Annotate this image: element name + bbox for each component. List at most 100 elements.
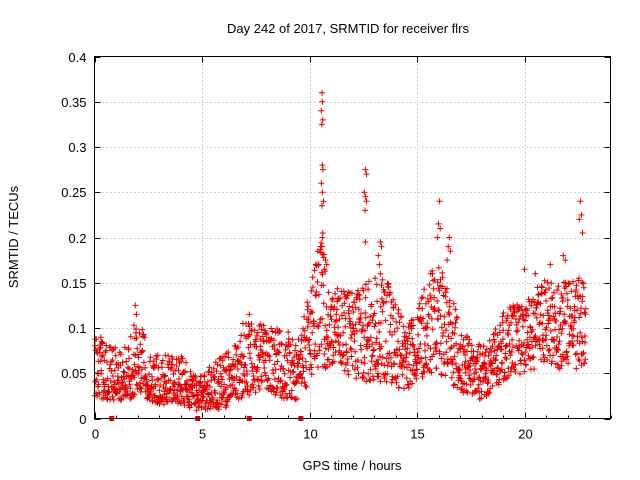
data-point [489, 383, 496, 389]
data-point [520, 339, 527, 346]
data-point [298, 380, 305, 387]
data-point [114, 373, 121, 380]
data-point [217, 362, 224, 369]
data-point [408, 325, 415, 332]
data-point [378, 282, 385, 289]
data-point [253, 343, 260, 350]
data-point [514, 327, 521, 334]
data-point [318, 239, 325, 246]
data-point [541, 358, 547, 365]
data-point [487, 385, 494, 392]
data-point [409, 335, 416, 342]
data-point [507, 306, 514, 313]
data-point [358, 346, 365, 353]
data-point [332, 290, 339, 297]
plot-frame [94, 56, 611, 419]
data-point [251, 327, 258, 334]
data-point [558, 330, 565, 337]
data-point [577, 198, 584, 205]
data-point [121, 344, 128, 351]
data-point [246, 311, 253, 318]
data-point [339, 342, 346, 348]
data-point [544, 307, 551, 314]
data-point [248, 360, 255, 367]
data-point [568, 288, 575, 295]
data-point [123, 358, 130, 365]
data-point [556, 326, 562, 333]
data-point [131, 391, 138, 398]
data-point [344, 356, 351, 362]
data-point [346, 315, 353, 322]
data-point [362, 281, 369, 288]
data-point [456, 372, 463, 379]
data-point [450, 300, 457, 307]
data-point [233, 373, 240, 380]
data-point [286, 349, 293, 356]
data-point [299, 374, 306, 381]
data-point [271, 376, 278, 383]
data-point [536, 341, 543, 348]
data-point [252, 338, 259, 345]
data-point [532, 310, 539, 317]
data-point [99, 339, 106, 346]
data-point [549, 294, 556, 301]
data-point [346, 303, 353, 310]
data-point [498, 346, 505, 353]
data-point [117, 351, 124, 358]
data-point [498, 366, 505, 373]
data-point [576, 216, 583, 223]
data-point [574, 307, 581, 314]
data-point [436, 287, 443, 294]
data-point [561, 311, 568, 318]
data-point [379, 308, 386, 315]
data-point [532, 270, 539, 277]
data-point [362, 294, 369, 301]
data-point [427, 292, 434, 299]
data-point [225, 349, 232, 356]
data-point [500, 327, 507, 334]
data-point [276, 328, 283, 335]
data-point [221, 389, 228, 396]
data-point [119, 359, 126, 366]
data-point [215, 403, 222, 410]
data-point [386, 350, 393, 357]
data-point [187, 368, 194, 375]
data-point [419, 374, 426, 380]
data-point [576, 357, 583, 364]
data-point [409, 367, 416, 374]
data-point [459, 343, 466, 350]
data-point [396, 319, 403, 326]
data-point [367, 366, 374, 373]
data-point [420, 315, 427, 322]
data-point [435, 264, 442, 271]
data-point [281, 370, 288, 377]
data-point [486, 390, 493, 396]
data-point [318, 180, 325, 187]
data-point [421, 286, 428, 293]
data-point [287, 341, 294, 348]
data-point [451, 353, 458, 360]
data-point [386, 359, 392, 366]
data-point [499, 319, 506, 326]
data-point [366, 278, 372, 285]
data-point [330, 344, 337, 351]
data-point [96, 349, 103, 356]
data-point [423, 332, 430, 339]
data-point [497, 346, 504, 352]
data-point [269, 328, 276, 335]
data-point [281, 386, 288, 393]
data-point [539, 345, 546, 352]
data-point [562, 257, 569, 264]
data-point [172, 367, 179, 374]
data-point [335, 338, 342, 345]
data-point [354, 364, 361, 371]
data-point [270, 388, 277, 395]
data-point [319, 89, 325, 96]
data-point [554, 287, 561, 294]
data-point [546, 346, 553, 353]
data-point [168, 364, 175, 371]
data-point [319, 271, 326, 278]
data-point [131, 322, 137, 329]
data-point [578, 211, 585, 218]
data-point [204, 378, 211, 385]
